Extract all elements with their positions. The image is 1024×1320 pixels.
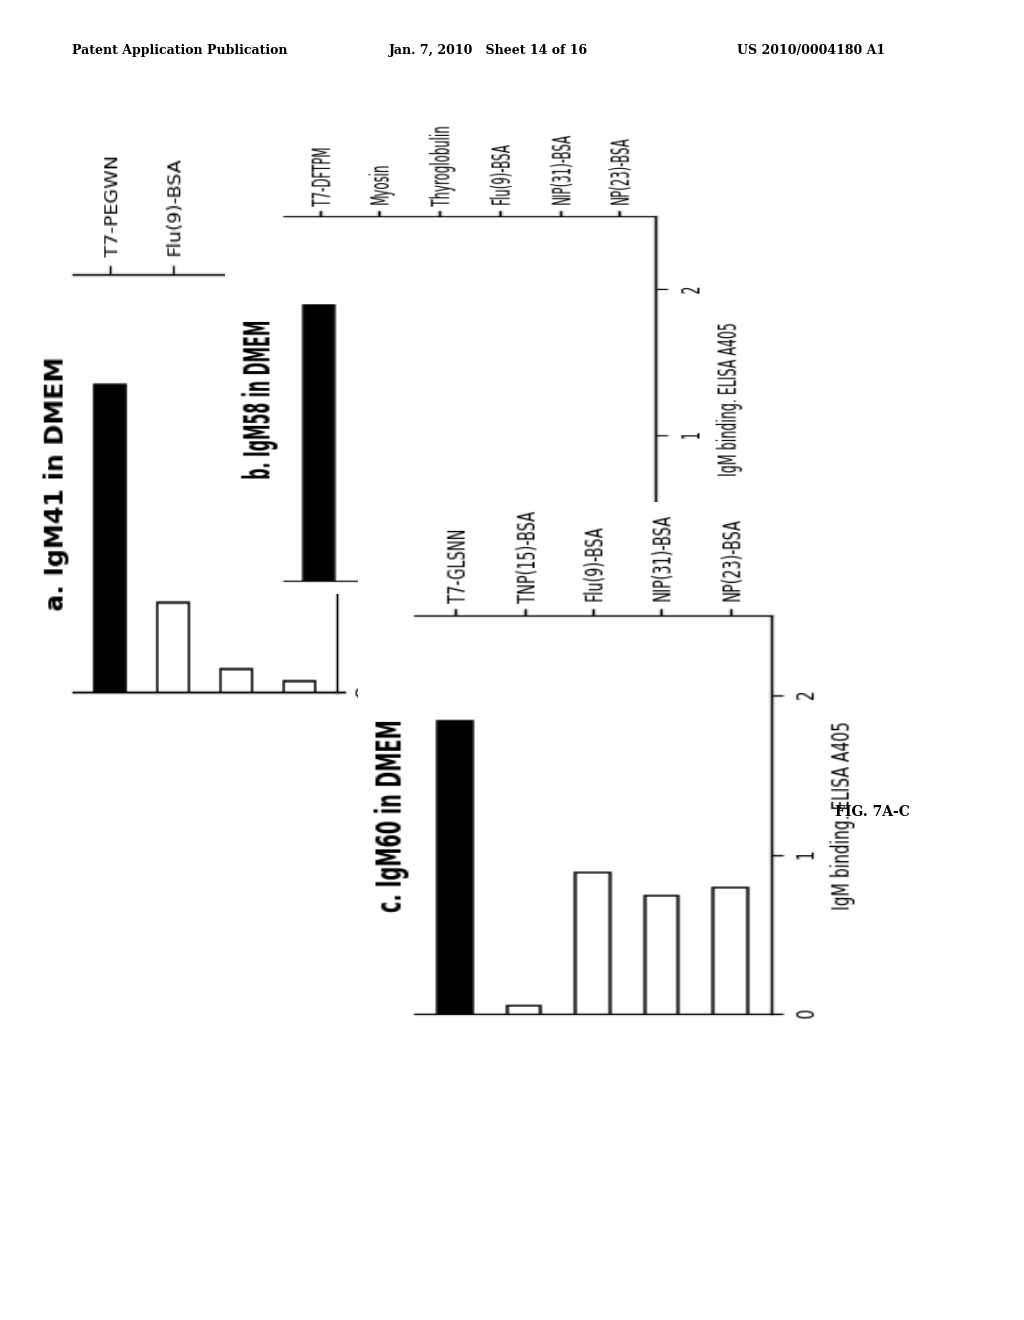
Text: US 2010/0004180 A1: US 2010/0004180 A1 [737, 44, 886, 57]
Text: FIG. 7A-C: FIG. 7A-C [835, 805, 909, 818]
Text: Jan. 7, 2010   Sheet 14 of 16: Jan. 7, 2010 Sheet 14 of 16 [389, 44, 588, 57]
Text: Patent Application Publication: Patent Application Publication [72, 44, 287, 57]
